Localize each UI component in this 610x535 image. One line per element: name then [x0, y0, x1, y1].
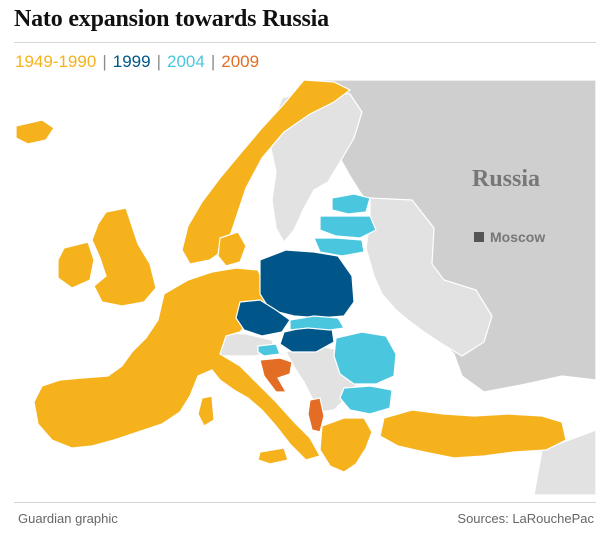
united-kingdom	[91, 207, 157, 307]
moscow-label: Moscow	[490, 229, 545, 245]
legend: 1949-1990 | 1999 | 2004 | 2009	[15, 52, 259, 72]
moscow-marker	[474, 232, 484, 242]
legend-item-2009: 2009	[221, 52, 260, 71]
slovenia	[257, 343, 281, 357]
sardinia	[197, 395, 215, 427]
footer-divider	[14, 502, 596, 503]
legend-item-1999: 1999	[112, 52, 151, 71]
slovakia	[289, 315, 345, 331]
legend-separator: |	[102, 52, 107, 71]
poland	[259, 249, 355, 319]
south-east-land	[533, 429, 596, 495]
belarus-ukraine	[365, 197, 493, 357]
romania	[333, 331, 397, 385]
legend-separator: |	[156, 52, 161, 71]
bulgaria	[339, 385, 393, 415]
latvia	[319, 215, 377, 239]
sweden-finland	[269, 87, 363, 244]
legend-item-2004: 2004	[166, 52, 205, 71]
sources-text: Sources: LaRouchePac	[457, 511, 594, 526]
nato-2009	[259, 357, 325, 433]
page-title: Nato expansion towards Russia	[14, 6, 329, 32]
title-divider	[14, 42, 596, 43]
sicily	[257, 447, 289, 465]
credit-text: Guardian graphic	[18, 511, 118, 526]
turkey	[379, 409, 567, 459]
europe-map: Moscow Russia	[15, 80, 596, 495]
denmark	[217, 231, 247, 267]
legend-item-1949-1990: 1949-1990	[15, 52, 97, 71]
legend-separator: |	[210, 52, 216, 71]
croatia	[259, 357, 293, 393]
nato-2004	[257, 193, 397, 415]
ireland	[57, 241, 95, 289]
albania	[307, 397, 325, 433]
non-member-land	[181, 80, 596, 495]
czech-republic	[235, 299, 291, 337]
lithuania	[313, 237, 365, 257]
greece	[319, 417, 373, 473]
iceland	[15, 119, 55, 145]
estonia	[331, 193, 371, 215]
russia-label: Russia	[472, 166, 540, 192]
